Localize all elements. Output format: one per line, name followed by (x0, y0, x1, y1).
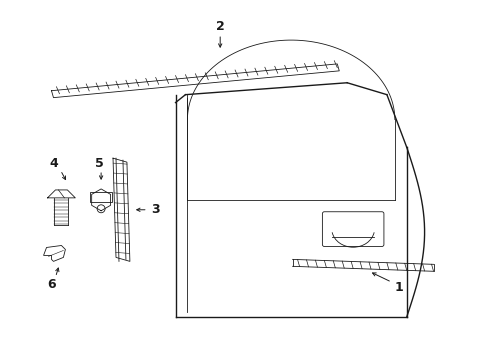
Text: 1: 1 (394, 281, 402, 294)
Text: 2: 2 (215, 20, 224, 33)
Text: 5: 5 (95, 157, 103, 170)
Text: 6: 6 (47, 278, 56, 291)
Text: 4: 4 (49, 157, 58, 170)
Text: 3: 3 (151, 203, 160, 216)
Bar (90, 192, 112, 202)
FancyBboxPatch shape (322, 212, 383, 247)
